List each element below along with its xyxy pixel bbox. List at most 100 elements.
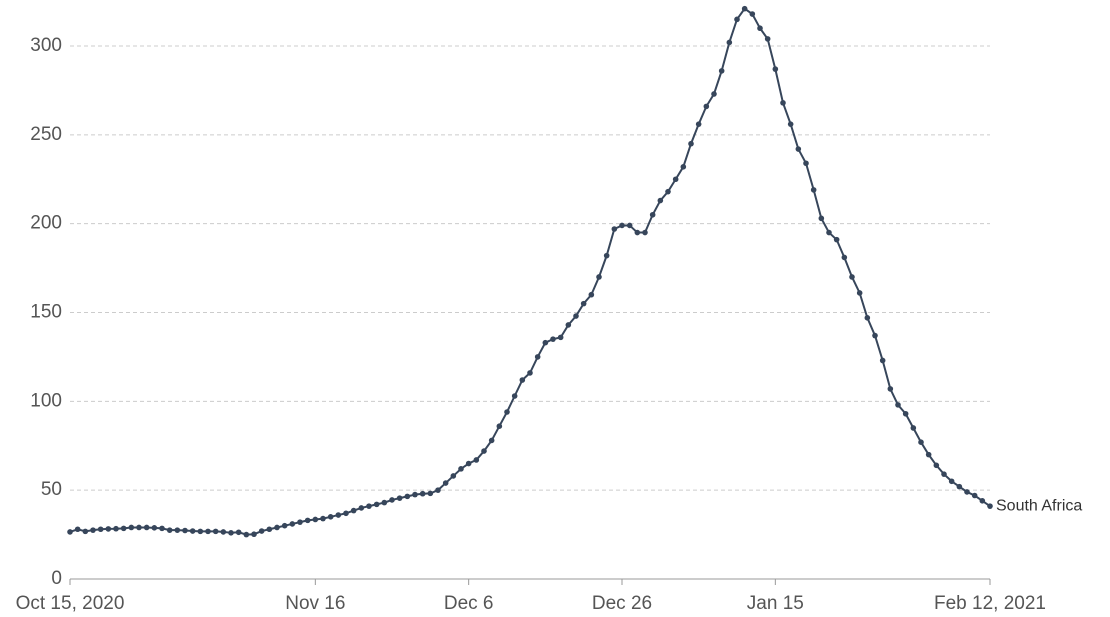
point bbox=[703, 103, 710, 110]
point bbox=[864, 315, 871, 321]
point bbox=[266, 526, 273, 533]
point bbox=[205, 528, 211, 535]
point bbox=[159, 525, 165, 532]
point bbox=[97, 526, 104, 533]
point bbox=[665, 188, 671, 195]
point bbox=[849, 274, 855, 280]
point bbox=[565, 322, 572, 328]
point bbox=[527, 370, 533, 376]
point bbox=[419, 490, 426, 497]
point bbox=[381, 499, 388, 506]
point bbox=[243, 531, 250, 538]
point bbox=[749, 11, 756, 17]
point bbox=[182, 527, 188, 534]
point bbox=[450, 473, 457, 479]
point bbox=[519, 377, 526, 383]
point bbox=[289, 521, 296, 527]
point bbox=[189, 528, 196, 534]
point bbox=[396, 495, 403, 501]
point bbox=[327, 514, 334, 520]
point bbox=[941, 471, 947, 477]
x-tick-label: Feb 12, 2021 bbox=[934, 593, 1046, 614]
point bbox=[350, 507, 357, 514]
point bbox=[787, 121, 794, 127]
point bbox=[312, 516, 319, 523]
point bbox=[803, 160, 809, 167]
point bbox=[534, 354, 541, 360]
point bbox=[335, 512, 342, 518]
point bbox=[281, 522, 288, 529]
point bbox=[166, 527, 173, 533]
x-tick-label: Dec 26 bbox=[592, 593, 652, 614]
point bbox=[872, 332, 878, 339]
point bbox=[626, 222, 633, 229]
point bbox=[902, 410, 909, 417]
point bbox=[925, 451, 932, 458]
point bbox=[795, 146, 802, 152]
point bbox=[964, 489, 970, 495]
point bbox=[971, 492, 978, 499]
point bbox=[220, 529, 227, 535]
point bbox=[879, 357, 886, 364]
point bbox=[688, 140, 694, 147]
point bbox=[910, 425, 917, 431]
point bbox=[442, 480, 449, 486]
point bbox=[918, 439, 924, 445]
point bbox=[895, 402, 901, 408]
series-line bbox=[69, 7, 991, 536]
point bbox=[197, 528, 204, 535]
point bbox=[741, 5, 748, 12]
point bbox=[580, 300, 587, 307]
x-tick-label: Dec 6 bbox=[444, 593, 494, 614]
point bbox=[82, 528, 89, 535]
point bbox=[680, 164, 687, 170]
point bbox=[458, 466, 464, 472]
point bbox=[373, 501, 380, 508]
point bbox=[764, 36, 771, 42]
point bbox=[642, 229, 648, 236]
point bbox=[619, 222, 625, 229]
point bbox=[251, 531, 257, 538]
point bbox=[274, 524, 280, 531]
point bbox=[481, 448, 487, 454]
point bbox=[818, 215, 825, 222]
point bbox=[304, 517, 311, 524]
y-tick-label: 150 bbox=[30, 302, 62, 323]
point bbox=[235, 529, 242, 536]
point bbox=[389, 497, 395, 503]
point bbox=[320, 515, 326, 522]
point bbox=[113, 525, 119, 532]
point bbox=[358, 505, 365, 511]
point bbox=[672, 176, 679, 183]
point bbox=[488, 437, 495, 444]
point bbox=[772, 66, 779, 72]
x-tick-label: Oct 15, 2020 bbox=[16, 593, 125, 614]
point bbox=[496, 423, 503, 430]
x-tick-label: Jan 15 bbox=[747, 593, 804, 614]
point bbox=[120, 525, 127, 532]
y-tick-label: 0 bbox=[51, 568, 62, 589]
point bbox=[258, 528, 265, 534]
point bbox=[718, 68, 725, 74]
point bbox=[473, 457, 480, 463]
point bbox=[826, 229, 832, 236]
point bbox=[833, 236, 840, 243]
point bbox=[151, 525, 158, 531]
point bbox=[757, 25, 763, 32]
y-tick-label: 50 bbox=[41, 479, 62, 500]
point bbox=[841, 254, 848, 261]
point bbox=[174, 527, 181, 533]
point bbox=[588, 291, 595, 298]
series-label: South Africa bbox=[996, 497, 1082, 514]
point bbox=[504, 409, 510, 415]
x-tick-label: Nov 16 bbox=[285, 593, 345, 614]
point bbox=[810, 187, 817, 193]
point bbox=[657, 197, 664, 204]
point bbox=[734, 16, 740, 23]
point bbox=[427, 490, 434, 497]
point bbox=[74, 526, 81, 533]
y-tick-label: 250 bbox=[30, 124, 62, 145]
point bbox=[695, 121, 702, 127]
point bbox=[987, 503, 993, 509]
